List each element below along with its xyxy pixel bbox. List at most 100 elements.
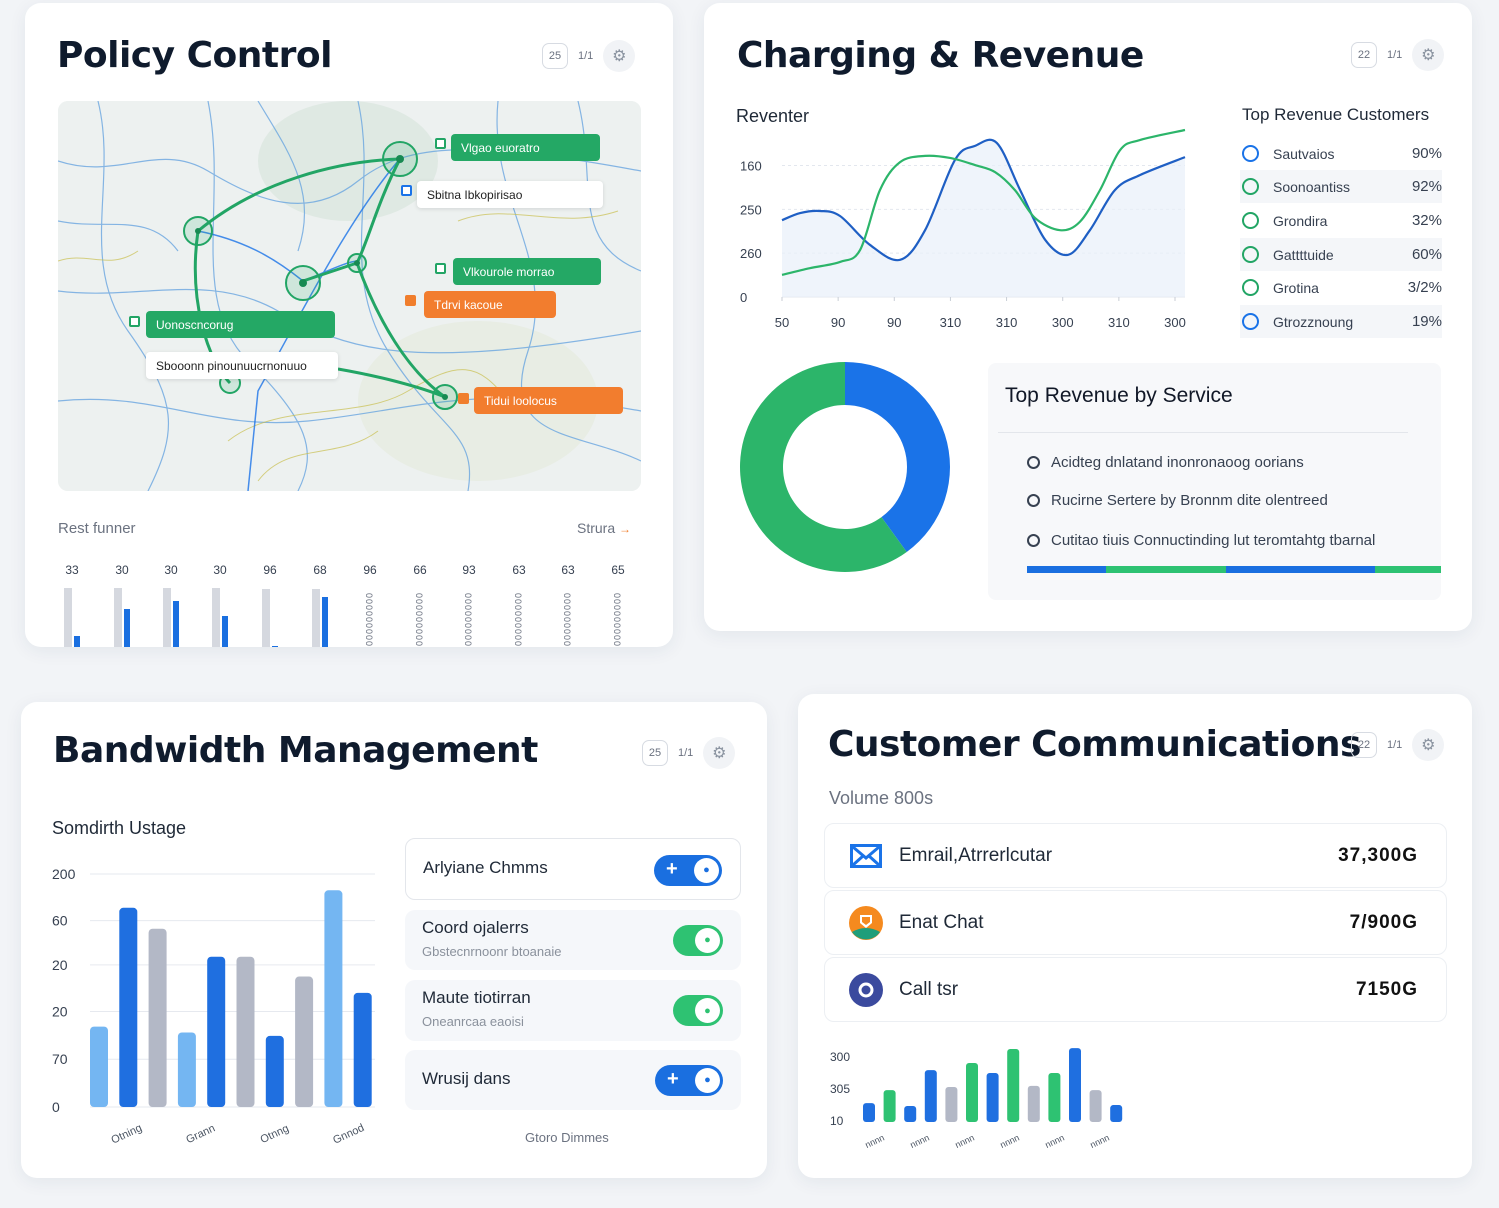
column-bar-gray <box>163 588 171 647</box>
settings-gear-icon[interactable]: ⚙ <box>1412 729 1445 761</box>
column-vertical-label: 000000000 <box>612 593 622 647</box>
map-label[interactable]: Sbooonn pinounuucrnonuuo <box>146 352 338 379</box>
bar <box>177 1032 196 1107</box>
column-bar-blue <box>173 600 179 647</box>
toggle-knob: ● <box>695 927 720 953</box>
y-tick-label: 0 <box>740 290 747 305</box>
bar <box>1089 1090 1102 1122</box>
layout-button[interactable]: 22 <box>1351 732 1377 758</box>
x-tick-label: 90 <box>831 315 845 330</box>
bar <box>1007 1048 1020 1122</box>
y-tick-label: 60 <box>52 913 68 929</box>
x-tick-label: Gnnod <box>331 1122 366 1147</box>
x-tick-label: nnnn <box>1044 1133 1066 1151</box>
service-item[interactable]: Acidteg dnlatand inonronaoog oorians <box>1027 454 1304 471</box>
x-tick-label: 90 <box>887 315 901 330</box>
toggle-row: Coord ojalerrs Gbstecnrnoonr btoanaie ● <box>405 910 741 970</box>
customer-value: 92% <box>1411 178 1442 195</box>
toggle-row: Arlyiane Chmms + ● <box>405 838 741 900</box>
bar <box>1069 1048 1081 1122</box>
link-text: Strura <box>577 520 616 536</box>
map-label[interactable]: Tidui loolocus <box>474 387 623 414</box>
map-label[interactable]: Tdrvi kacoue <box>424 291 556 318</box>
card-title: Customer Communications <box>828 724 1361 765</box>
y-tick-label: 20 <box>52 957 68 973</box>
radio-icon <box>1027 534 1040 547</box>
policy-control-card: Policy Control 25 1/1 ⚙ <box>25 3 673 647</box>
bar <box>966 1063 978 1122</box>
comm-row-call[interactable]: Call tsr 7150G <box>824 957 1447 1022</box>
section-link[interactable]: Strura → <box>577 520 631 536</box>
bar <box>1048 1072 1061 1122</box>
comm-row-email[interactable]: Emrail,Atrrerlcutar 37,300G <box>824 823 1447 888</box>
top-customers-title: Top Revenue Customers <box>1242 105 1430 124</box>
x-tick-label: nnnn <box>954 1133 976 1151</box>
customer-status-icon <box>1242 178 1259 195</box>
toggle-knob: ● <box>695 998 720 1023</box>
toggle-row: Maute tiotirran Oneanrcaa eaoisi ● <box>405 980 741 1041</box>
x-tick-label: 310 <box>1108 315 1130 330</box>
toggle-switch[interactable]: ● <box>673 924 723 956</box>
column-value: 66 <box>413 563 427 577</box>
settings-gear-icon[interactable]: ⚙ <box>1412 39 1445 71</box>
bandwidth-bar-chart: 200 60 20 20 70 0 Otning Grann Otnng Gnnod <box>52 866 375 1147</box>
map-marker-icon <box>401 185 412 196</box>
subtitle: Volume 800s <box>829 788 934 808</box>
settings-gear-icon[interactable]: ⚙ <box>603 40 636 72</box>
toggle-switch[interactable]: + ● <box>655 1064 723 1096</box>
series-line-blue <box>781 138 1186 262</box>
y-tick-label: 70 <box>52 1051 68 1067</box>
customer-row[interactable]: Grondira 32% <box>1240 204 1442 237</box>
customer-row[interactable]: Grotina 3/2% <box>1240 271 1442 304</box>
y-tick-label: 300 <box>830 1050 850 1064</box>
customer-row[interactable]: Sautvaios 90% <box>1240 137 1442 170</box>
bar <box>148 928 167 1107</box>
map-label[interactable]: Vlgao euoratro <box>451 134 600 161</box>
service-item[interactable]: Cutitao tiuis Connuctinding lut teromtah… <box>1027 532 1375 549</box>
network-map[interactable]: Vlgao euoratro Sbitna Ibkopirisao Vlkour… <box>58 101 641 491</box>
customer-value: 19% <box>1411 313 1442 330</box>
map-label[interactable]: Uonoscncorug <box>146 311 335 338</box>
column-bar-blue <box>222 616 228 647</box>
bar <box>207 956 226 1107</box>
toggle-label: Wrusij dans <box>422 1069 511 1088</box>
comm-row-chat[interactable]: Enat Chat 7/900G <box>824 890 1447 955</box>
service-share-bar <box>1027 566 1441 573</box>
customer-row[interactable]: Soonoantiss 92% <box>1240 170 1442 203</box>
arrow-right-icon: → <box>619 522 632 536</box>
layout-button[interactable]: 25 <box>542 43 568 69</box>
x-tick-label: 310 <box>940 315 962 330</box>
y-tick-label: 250 <box>740 202 762 217</box>
map-marker-icon <box>129 316 140 327</box>
column-value: 96 <box>363 563 377 577</box>
bar <box>904 1105 917 1122</box>
toggle-switch[interactable]: + ● <box>654 854 722 886</box>
bar <box>883 1090 896 1122</box>
column-vertical-label: 000000000 <box>513 593 523 647</box>
customer-row[interactable]: Gtrozznoung 19% <box>1240 305 1442 338</box>
map-label[interactable]: Sbitna Ibkopirisao <box>417 181 603 208</box>
x-tick-label: 310 <box>996 315 1018 330</box>
map-marker-icon <box>435 263 446 274</box>
y-tick-label: 200 <box>52 866 76 882</box>
map-label[interactable]: Vlkourole morrao <box>453 258 601 285</box>
layout-button[interactable]: 22 <box>1351 42 1377 68</box>
customer-row[interactable]: Gattttuide 60% <box>1240 238 1442 271</box>
map-marker-icon <box>405 295 416 306</box>
column-bar-blue <box>272 645 278 647</box>
bar <box>295 976 314 1107</box>
channel-name: Call tsr <box>899 979 959 1000</box>
service-panel <box>988 363 1441 600</box>
divider <box>998 432 1408 433</box>
customer-status-icon <box>1242 279 1259 296</box>
service-item[interactable]: Rucirne Sertere by Bronnm dite olentreed <box>1027 492 1328 509</box>
footer-link[interactable]: Gtoro Dimmes <box>525 1130 609 1145</box>
column-value: 63 <box>512 563 526 577</box>
layout-button[interactable]: 25 <box>642 740 668 766</box>
customer-name: Grondira <box>1273 212 1328 229</box>
settings-gear-icon[interactable]: ⚙ <box>703 737 736 769</box>
toggle-row: Wrusij dans + ● <box>405 1050 741 1110</box>
customer-name: Soonoantiss <box>1273 178 1351 195</box>
column-value: 65 <box>611 563 625 577</box>
toggle-switch[interactable]: ● <box>673 995 723 1026</box>
